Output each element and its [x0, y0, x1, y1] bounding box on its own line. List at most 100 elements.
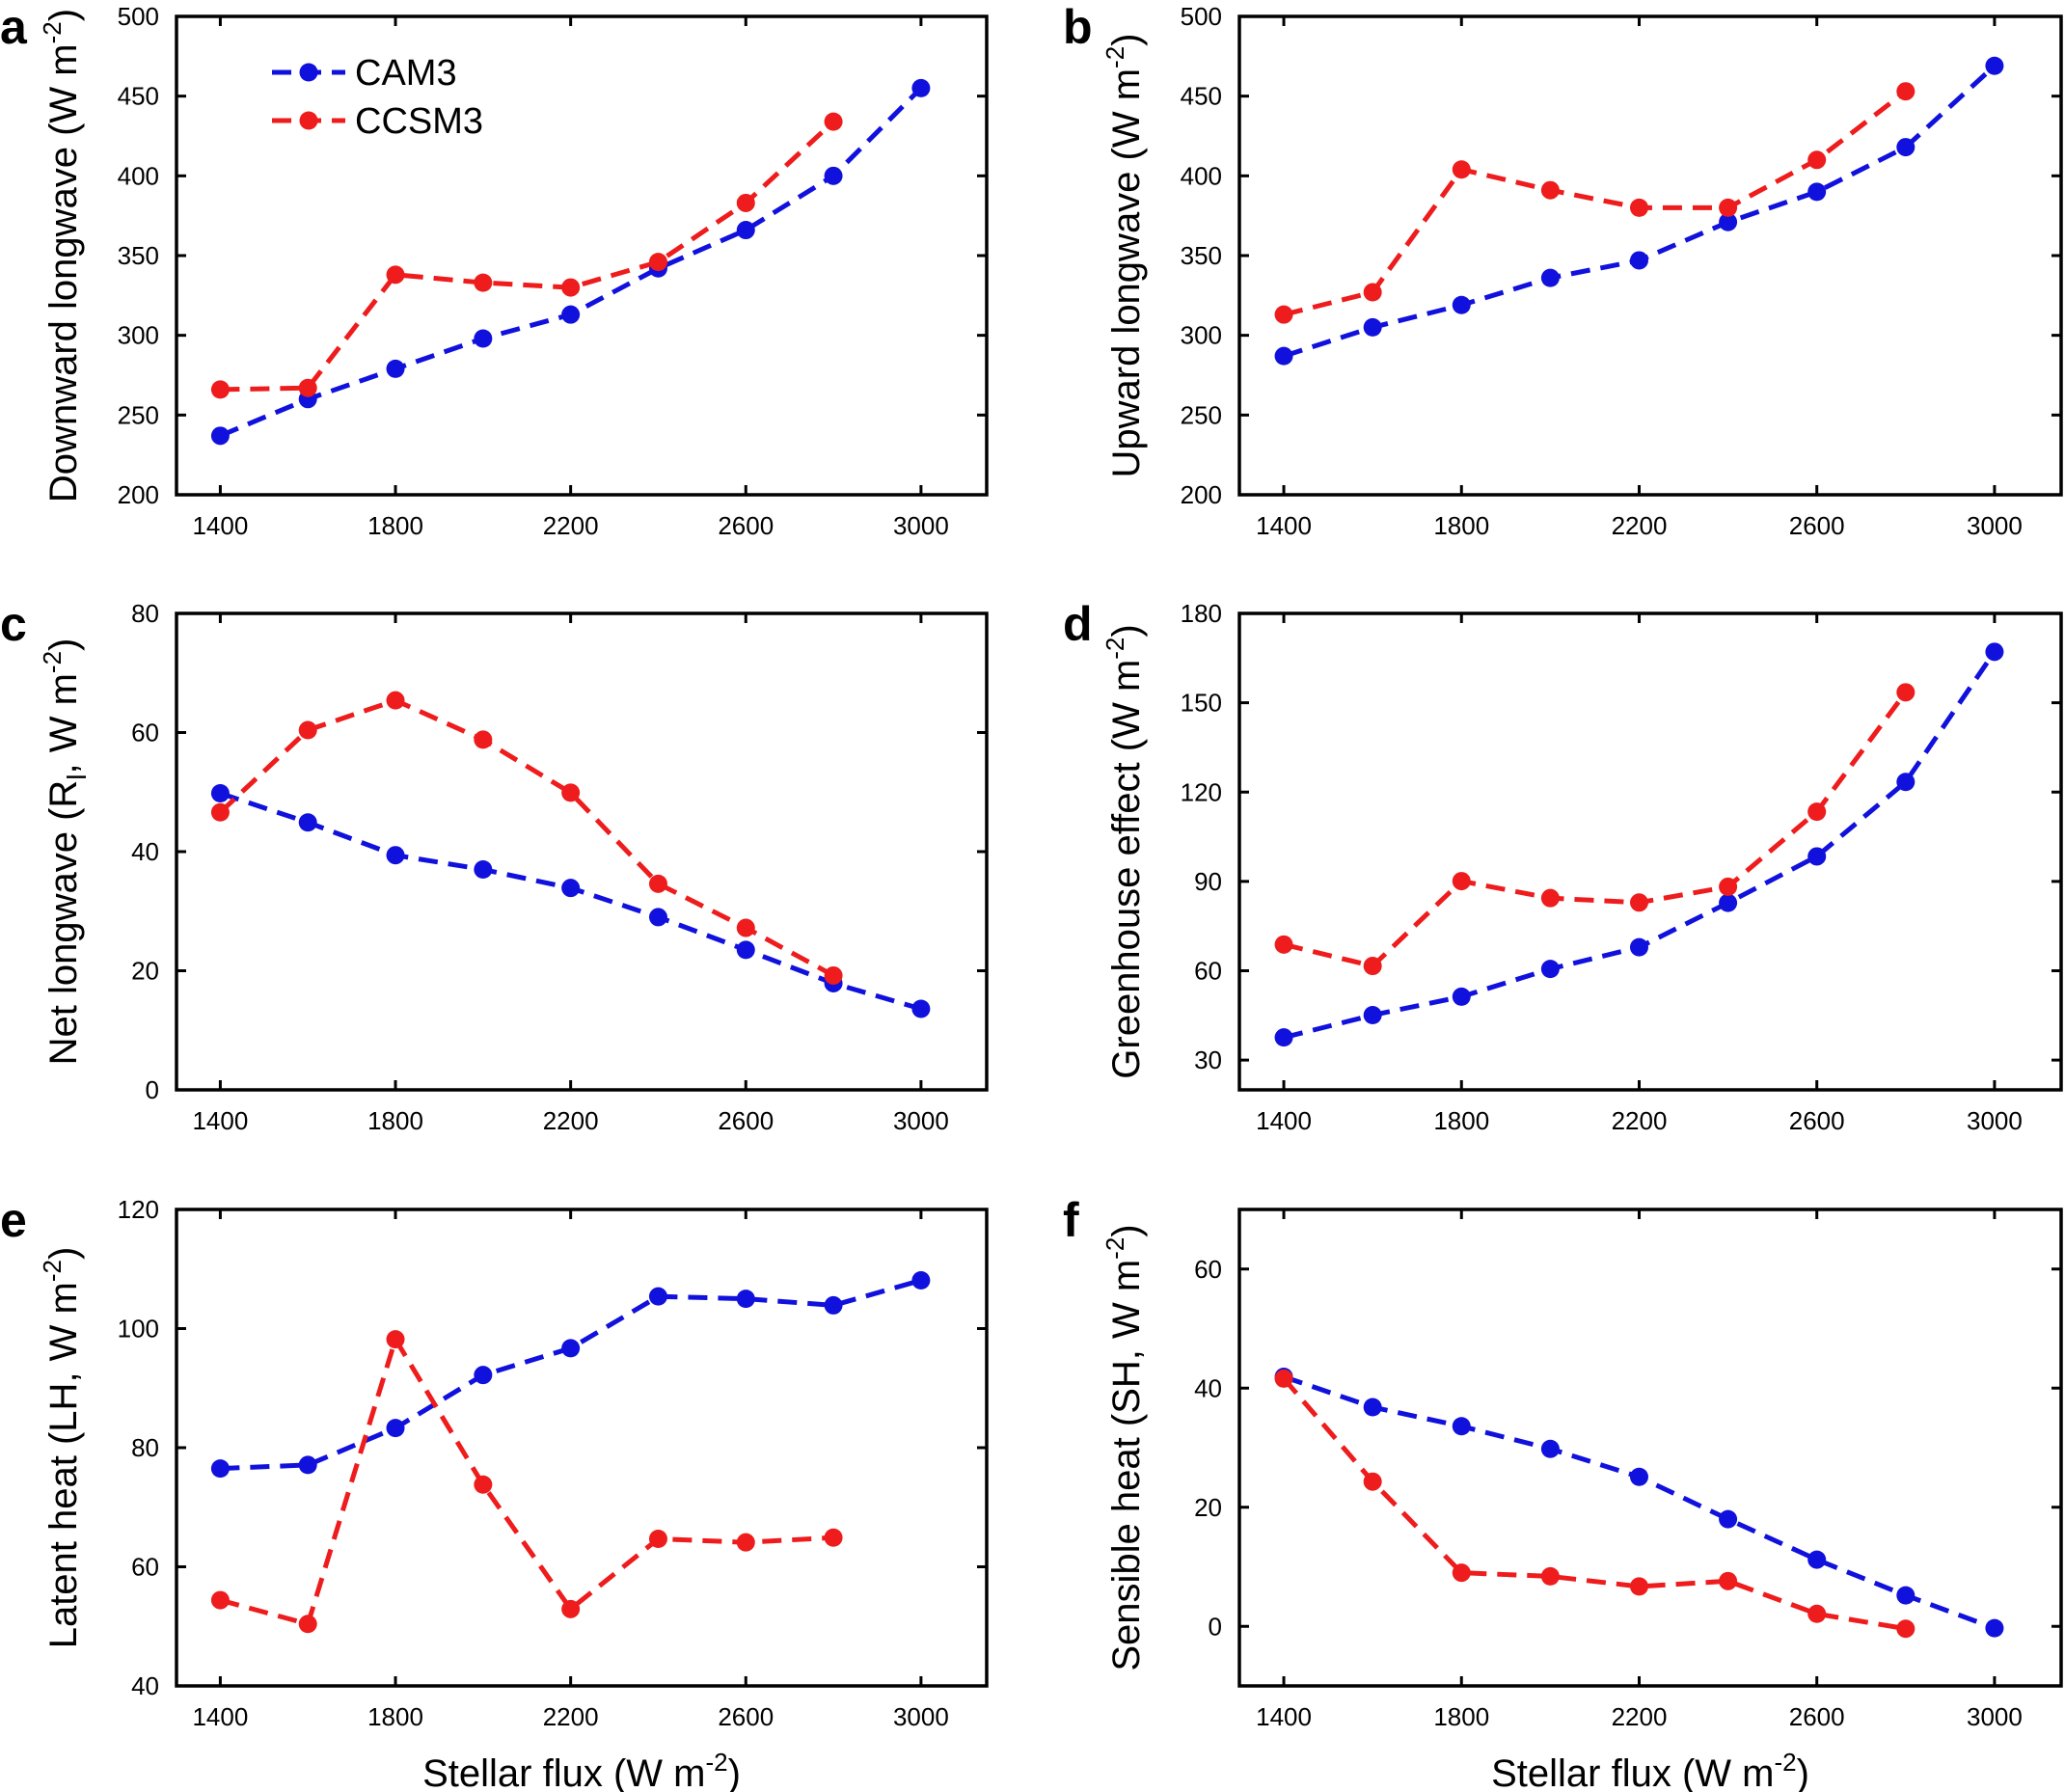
- y-tick-label-e: 40: [131, 1671, 159, 1700]
- y-tick-label-a: 400: [118, 161, 159, 190]
- data-point-cam3-f: [1629, 1467, 1648, 1486]
- panel-letter-b: b: [1063, 0, 1093, 54]
- data-point-ccsm3-f: [1363, 1472, 1382, 1491]
- data-point-ccsm3-f: [1719, 1571, 1738, 1590]
- data-point-cam3-d: [1896, 773, 1916, 792]
- x-tick-label-f: 1800: [1433, 1702, 1489, 1731]
- panel-b: b 1400 1800 2200 2600 3000 200 250 300 350 400 450 5…: [1063, 0, 2063, 540]
- data-point-ccsm3-b: [1274, 305, 1293, 324]
- y-axis-label-f: Sensible heat (SH, W m-2): [1100, 1224, 1148, 1670]
- data-point-cam3-e: [911, 1270, 931, 1290]
- data-point-ccsm3-d: [1540, 888, 1560, 908]
- data-point-cam3-f: [1540, 1439, 1560, 1458]
- y-axis-label-e: Latent heat (LH, W m-2): [38, 1247, 85, 1649]
- data-point-cam3-b: [1719, 212, 1738, 231]
- data-point-ccsm3-a: [736, 193, 755, 212]
- plot-frame-a: [175, 14, 989, 497]
- data-point-ccsm3-a: [648, 253, 667, 272]
- y-tick-label-a: 500: [118, 2, 159, 31]
- x-tick-label-b: 1400: [1256, 511, 1312, 540]
- data-point-ccsm3-d: [1629, 893, 1648, 912]
- data-point-cam3-e: [561, 1339, 581, 1358]
- x-tick-label-c: 2200: [543, 1106, 599, 1135]
- y-axis-label-c: Net longwave (Rl, W m-2): [38, 638, 92, 1066]
- data-point-cam3-c: [911, 999, 931, 1018]
- data-point-ccsm3-b: [1896, 82, 1916, 101]
- data-point-cam3-a: [561, 305, 581, 324]
- x-tick-label-e: 1800: [367, 1702, 423, 1731]
- data-point-ccsm3-c: [210, 802, 230, 822]
- data-point-ccsm3-d: [1452, 872, 1471, 891]
- data-point-cam3-c: [210, 783, 230, 802]
- panel-f: f 1400 1800 2200 2600 3000 0 20 40 60 Sensible hea…: [1063, 1193, 2063, 1792]
- x-tick-label-b: 1800: [1433, 511, 1489, 540]
- x-tick-label-e: 3000: [893, 1702, 949, 1731]
- x-tick-label-f: 1400: [1256, 1702, 1312, 1731]
- data-point-cam3-d: [1985, 642, 2004, 662]
- x-tick-label-c: 3000: [893, 1106, 949, 1135]
- data-point-ccsm3-f: [1274, 1369, 1293, 1388]
- data-point-ccsm3-d: [1274, 935, 1293, 954]
- y-tick-label-d: 150: [1181, 689, 1222, 718]
- legend-label-ccsm3: CCSM3: [355, 101, 483, 142]
- data-point-cam3-d: [1363, 1006, 1382, 1025]
- y-tick-label-e: 80: [131, 1433, 159, 1462]
- data-point-cam3-a: [736, 221, 755, 240]
- data-point-ccsm3-a: [210, 380, 230, 399]
- data-point-cam3-b: [1363, 317, 1382, 337]
- y-tick-label-b: 250: [1181, 400, 1222, 429]
- y-tick-label-b: 450: [1181, 82, 1222, 111]
- data-point-cam3-f: [1363, 1398, 1382, 1417]
- panel-letter-e: e: [0, 1193, 27, 1247]
- x-tick-label-d: 3000: [1967, 1106, 2023, 1135]
- data-point-ccsm3-a: [561, 278, 581, 297]
- data-point-ccsm3-e: [824, 1528, 843, 1547]
- plot-frame-d: [1237, 611, 2063, 1092]
- x-tick-label-f: 2200: [1612, 1702, 1668, 1731]
- plot-frame-c: [175, 611, 989, 1092]
- y-tick-label-b: 400: [1181, 161, 1222, 190]
- series-line-cam3-c: [219, 791, 922, 1012]
- data-point-ccsm3-c: [474, 730, 493, 749]
- panel-e: e 1400 1800 2200 2600 3000 40 60 80 100 120 Latent …: [0, 1193, 989, 1792]
- data-point-cam3-b: [1896, 138, 1916, 157]
- data-point-ccsm3-d: [1896, 683, 1916, 702]
- x-tick-label-a: 2600: [718, 511, 774, 540]
- y-tick-label-a: 200: [118, 480, 159, 509]
- legend-marker-cam3: [299, 63, 318, 82]
- y-tick-label-a: 350: [118, 241, 159, 270]
- series-line-ccsm3-a: [220, 120, 835, 393]
- data-point-cam3-c: [736, 940, 755, 960]
- series-line-ccsm3-e: [219, 1333, 834, 1627]
- x-tick-label-a: 1400: [192, 511, 248, 540]
- panel-letter-c: c: [0, 597, 27, 651]
- data-point-cam3-a: [210, 426, 230, 446]
- data-point-ccsm3-e: [648, 1529, 667, 1548]
- x-tick-label-d: 1800: [1433, 1106, 1489, 1135]
- data-point-ccsm3-e: [386, 1330, 405, 1349]
- panel-letter-f: f: [1063, 1193, 1079, 1247]
- series-line-ccsm3-c: [218, 697, 835, 978]
- data-point-cam3-b: [1807, 182, 1827, 202]
- data-point-cam3-f: [1452, 1417, 1471, 1436]
- data-point-cam3-b: [1452, 295, 1471, 314]
- y-tick-label-a: 300: [118, 321, 159, 350]
- y-tick-label-b: 500: [1181, 2, 1222, 31]
- x-tick-label-e: 1400: [192, 1702, 248, 1731]
- panel-d: d 1400 1800 2200 2600 3000 30 60 90 120 150 180 Gree…: [1063, 597, 2063, 1135]
- data-point-cam3-e: [736, 1290, 755, 1309]
- data-point-ccsm3-b: [1719, 198, 1738, 217]
- data-point-cam3-d: [1629, 937, 1648, 957]
- x-tick-label-e: 2600: [718, 1702, 774, 1731]
- x-axis-label-e: Stellar flux (W m-2): [422, 1748, 741, 1792]
- data-point-ccsm3-a: [298, 378, 317, 397]
- data-point-cam3-c: [561, 879, 581, 898]
- x-tick-label-a: 2200: [543, 511, 599, 540]
- x-tick-label-b: 2200: [1612, 511, 1668, 540]
- y-axis-label-d: Greenhouse effect (W m-2): [1100, 624, 1148, 1078]
- data-point-ccsm3-c: [298, 720, 317, 740]
- data-point-ccsm3-c: [386, 691, 405, 710]
- data-point-ccsm3-f: [1540, 1566, 1560, 1586]
- data-point-ccsm3-d: [1807, 802, 1827, 822]
- data-point-cam3-c: [298, 813, 317, 832]
